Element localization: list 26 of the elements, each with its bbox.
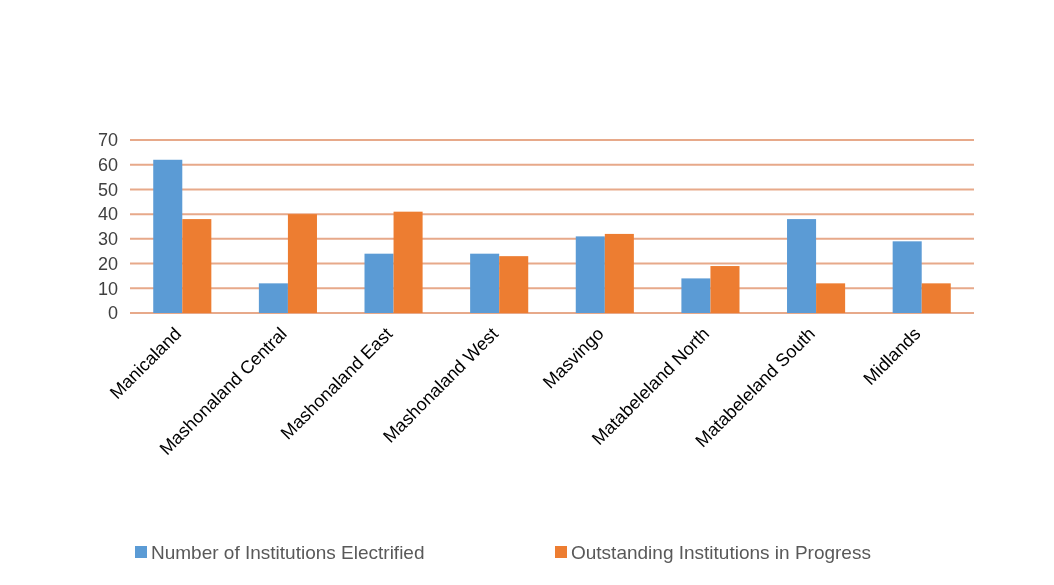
y-tick-label: 70 bbox=[97, 130, 118, 151]
y-tick-label: 60 bbox=[97, 155, 118, 176]
y-tick-label: 30 bbox=[97, 229, 118, 250]
legend-label: Outstanding Institutions in Progress bbox=[571, 541, 871, 563]
bar bbox=[364, 253, 394, 313]
bar bbox=[892, 241, 922, 313]
y-tick-label: 0 bbox=[107, 303, 118, 324]
y-tick-label: 20 bbox=[97, 253, 118, 274]
bar bbox=[710, 266, 740, 313]
bar bbox=[393, 211, 423, 313]
bar bbox=[787, 219, 817, 313]
bar bbox=[816, 283, 846, 313]
legend-label: Number of Institutions Electrified bbox=[151, 541, 425, 563]
y-tick-label: 10 bbox=[97, 278, 118, 299]
bar bbox=[604, 233, 634, 313]
bar bbox=[499, 256, 529, 313]
y-tick-label: 40 bbox=[97, 204, 118, 225]
bar bbox=[681, 278, 711, 313]
y-tick-label: 50 bbox=[97, 179, 118, 200]
bar bbox=[575, 236, 605, 313]
bar bbox=[470, 253, 500, 313]
bar bbox=[182, 219, 212, 313]
bar bbox=[287, 214, 317, 313]
bar bbox=[921, 283, 951, 313]
bar bbox=[258, 283, 288, 313]
bar bbox=[153, 159, 183, 313]
